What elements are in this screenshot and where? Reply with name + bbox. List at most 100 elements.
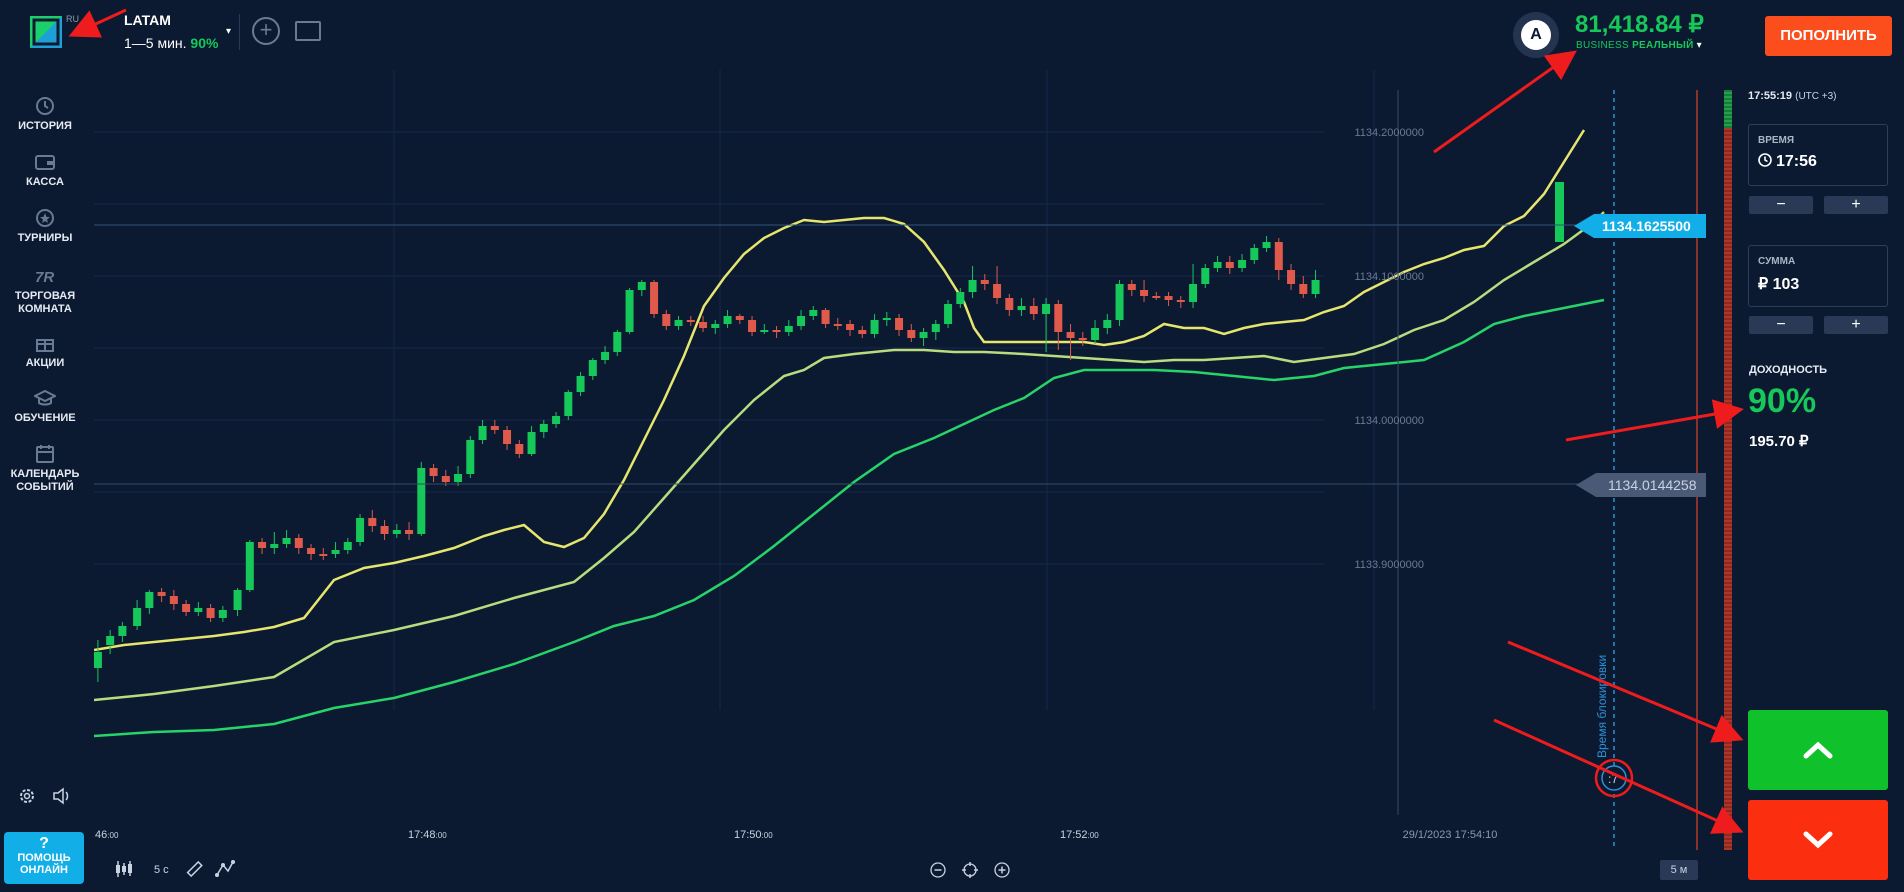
logo-icon[interactable] [28,14,64,50]
candle-body [169,596,178,604]
sidebar-item-cash[interactable]: КАССА [0,152,90,189]
gear-icon[interactable] [18,787,36,805]
candle-body [797,316,806,326]
avatar[interactable]: A [1513,12,1559,58]
candle-body [1201,268,1210,284]
candle-interval[interactable]: 5 с [154,864,169,876]
sidebar-item-tournaments[interactable]: ТУРНИРЫ [0,208,90,245]
candle-body [319,554,328,556]
tournament-icon [36,209,54,227]
avatar-letter: A [1521,20,1551,50]
price-tick-label: 1133.9000000 [1354,559,1424,571]
profit-percent: 90% [1748,382,1817,420]
open-price-text: 1134.0144258 [1608,477,1697,493]
candle-body [1274,242,1283,270]
open-price-tag [1576,473,1706,497]
amount-value[interactable]: ₽ 103 [1758,276,1800,293]
amount-minus-button[interactable]: − [1749,316,1813,334]
candle-body [1103,320,1112,328]
candle-body [307,548,316,554]
asset-payout: 90% [190,35,219,51]
deposit-button[interactable]: ПОПОЛНИТЬ [1765,16,1892,56]
candle-body [552,416,561,424]
moving-averages [94,129,1605,738]
candle-body [380,526,389,534]
asset-selector[interactable]: LATAM 1—5 мин. 90% [124,12,218,51]
profit-label: ДОХОДНОСТЬ [1749,364,1828,376]
time-tick-label: 17:52:00 [1060,829,1099,841]
time-tick-label: :46:00 [94,829,119,841]
candle-body [1238,260,1247,268]
candle-body [1078,338,1087,340]
candle-body [1189,284,1198,302]
asset-info: 1—5 мин. 90% [124,35,218,51]
candle-body [931,324,940,332]
amount-field[interactable]: СУММА ₽ 103 [1748,245,1888,307]
candle-body [331,550,340,554]
account-balance[interactable]: 81,418.84 ₽ [1575,11,1704,38]
candle-body [1029,306,1038,314]
candles-type-icon[interactable] [114,860,134,878]
server-clock: 17:55:19 (UTC +3) [1748,90,1837,102]
account-type-selector[interactable]: BUSINESS РЕАЛЬНЫЙ ▾ [1576,40,1702,51]
candle-body [711,324,720,328]
candle-body [478,426,487,440]
timeframe-button[interactable]: 5 м [1660,860,1698,880]
account-prefix: BUSINESS [1576,40,1629,51]
zoom-in-icon[interactable] [994,862,1010,878]
candle-body [1042,304,1051,314]
candle-body [760,330,769,332]
candle-body [1091,328,1100,340]
clock-icon [1758,153,1772,167]
candle-body [194,608,203,612]
time-value: 17:56 [1758,153,1817,171]
candle-body [118,626,127,636]
chevron-down-icon[interactable]: ▾ [226,26,232,37]
time-value-text: 17:56 [1776,153,1817,170]
candle-body [919,332,928,338]
candle-body [539,424,548,432]
time-plus-button[interactable]: + [1824,196,1888,214]
sound-icon[interactable] [52,787,72,805]
arrow-down-icon [1803,831,1833,849]
buy-down-button[interactable] [1748,800,1888,880]
language-badge[interactable]: RU [66,14,79,24]
candle-body [133,608,142,626]
price-tick-label: 1134.1000000 [1354,271,1424,283]
buy-up-button[interactable] [1748,710,1888,790]
sidebar-item-history[interactable]: ИСТОРИЯ [0,96,90,133]
sidebar-item-promotions[interactable]: АКЦИИ [0,333,90,370]
layout-icon[interactable] [295,21,321,41]
current-price-text: 1134.1625500 [1602,218,1691,234]
time-label: ВРЕМЯ [1758,135,1795,146]
time-minus-button[interactable]: − [1749,196,1813,214]
candle-body [1140,290,1149,296]
candle-body [218,610,227,618]
ma-fast-line [94,129,1586,652]
sidebar-item-calendar[interactable]: КАЛЕНДАРЬ СОБЫТИЙ [0,444,90,494]
ma-mid-line [94,211,1605,702]
sidebar-item-label: ИСТОРИЯ [18,120,72,132]
candle-body [588,360,597,376]
sidebar-item-trading-room[interactable]: 7R ТОРГОВАЯ КОМНАТА [0,266,90,316]
header-divider [239,14,240,50]
candle-body [490,426,499,430]
time-tick-label: 17:48:00 [408,829,447,841]
zoom-out-icon[interactable] [930,862,946,878]
candle-body [1054,304,1063,332]
add-asset-icon[interactable]: + [252,17,280,45]
fit-icon[interactable] [962,862,978,878]
candle-body [515,444,524,454]
drawing-tools-icon[interactable] [215,860,235,878]
price-chart[interactable]: 1134.1625500 1134.0144258 Время блокировки… [94,70,1724,850]
sidebar-item-education[interactable]: ОБУЧЕНИЕ [0,388,90,425]
candle-body [1017,306,1026,310]
candle-body [145,592,154,608]
ruler-icon[interactable] [185,860,203,878]
expiry-time-field[interactable]: ВРЕМЯ 17:56 [1748,124,1888,186]
amount-plus-button[interactable]: + [1824,316,1888,334]
price-tick-label: 1134.0000000 [1354,415,1424,427]
help-online-button[interactable]: ? ПОМОЩЬ ОНЛАЙН [4,832,84,884]
candle-body [417,468,426,534]
deal-strip-up [1724,90,1732,128]
